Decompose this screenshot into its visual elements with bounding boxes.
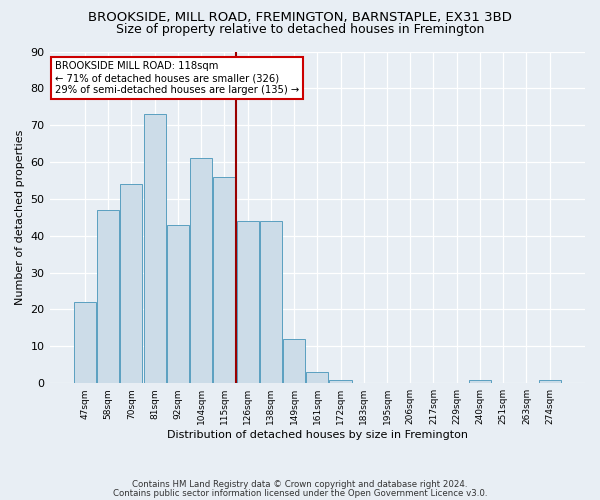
Bar xyxy=(167,224,189,383)
Bar xyxy=(260,221,282,383)
Y-axis label: Number of detached properties: Number of detached properties xyxy=(15,130,25,305)
X-axis label: Distribution of detached houses by size in Fremington: Distribution of detached houses by size … xyxy=(167,430,468,440)
Bar xyxy=(469,380,491,383)
Bar xyxy=(329,380,352,383)
Bar xyxy=(121,184,142,383)
Bar xyxy=(190,158,212,383)
Bar xyxy=(539,380,560,383)
Text: BROOKSIDE MILL ROAD: 118sqm
← 71% of detached houses are smaller (326)
29% of se: BROOKSIDE MILL ROAD: 118sqm ← 71% of det… xyxy=(55,62,299,94)
Text: Contains HM Land Registry data © Crown copyright and database right 2024.: Contains HM Land Registry data © Crown c… xyxy=(132,480,468,489)
Bar xyxy=(97,210,119,383)
Bar xyxy=(213,177,235,383)
Text: Size of property relative to detached houses in Fremington: Size of property relative to detached ho… xyxy=(116,22,484,36)
Bar xyxy=(143,114,166,383)
Text: Contains public sector information licensed under the Open Government Licence v3: Contains public sector information licen… xyxy=(113,490,487,498)
Bar xyxy=(306,372,328,383)
Text: BROOKSIDE, MILL ROAD, FREMINGTON, BARNSTAPLE, EX31 3BD: BROOKSIDE, MILL ROAD, FREMINGTON, BARNST… xyxy=(88,11,512,24)
Bar xyxy=(236,221,259,383)
Bar xyxy=(74,302,96,383)
Bar xyxy=(283,339,305,383)
